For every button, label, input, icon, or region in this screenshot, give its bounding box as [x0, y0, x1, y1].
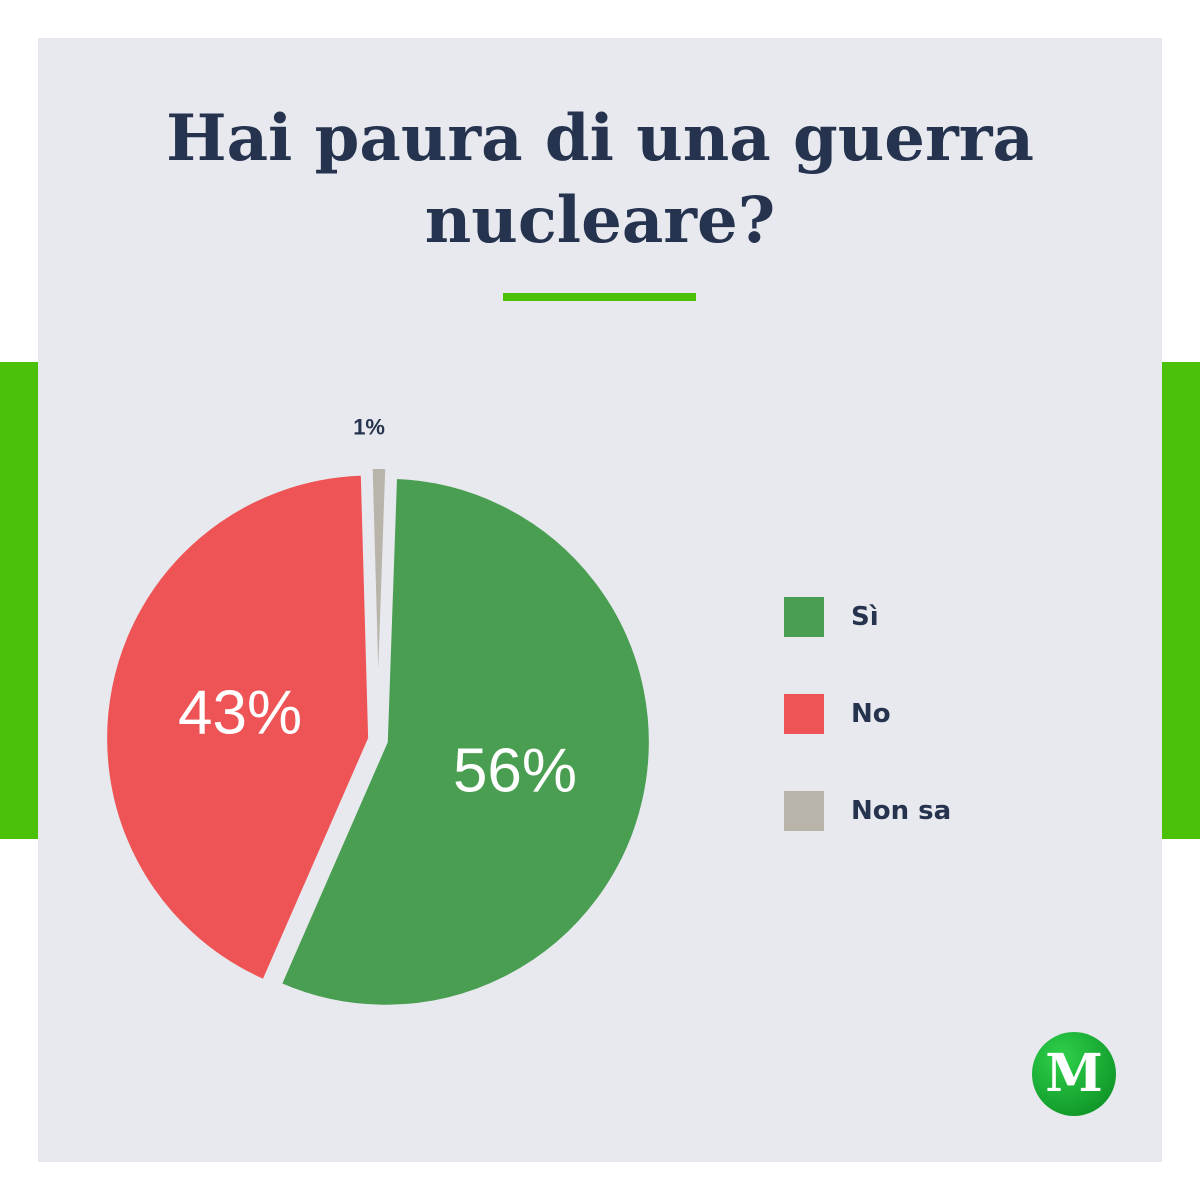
pie-slice-non-sa	[368, 465, 390, 733]
pie-slice-si	[277, 474, 653, 1009]
legend-swatch-non-sa	[784, 791, 824, 831]
legend-label-si: Sì	[851, 602, 879, 632]
legend-label-no: No	[851, 699, 891, 729]
legend-item-si: Sì	[784, 597, 951, 637]
pie-label-si: 56%	[453, 737, 577, 806]
legend-swatch-si	[784, 597, 824, 637]
right-accent-bar	[1160, 362, 1200, 839]
pie-slice-no	[103, 471, 373, 984]
title-underline	[503, 293, 696, 301]
pie-label-no: 43%	[178, 679, 302, 748]
pie-label-non-sa: 1%	[353, 415, 385, 440]
chart-card: Hai paura di una guerra nucleare? 56% 43%…	[38, 38, 1162, 1162]
legend-item-non-sa: Non sa	[784, 791, 951, 831]
pie-chart: 56% 43% 1%	[103, 415, 653, 1009]
legend-item-no: No	[784, 694, 951, 734]
chart-title: Hai paura di una guerra nucleare?	[166, 101, 1034, 258]
left-accent-bar	[0, 362, 40, 839]
legend: Sì No Non sa	[784, 597, 951, 888]
logo-badge: M	[1032, 1032, 1116, 1116]
logo-letter: M	[1045, 1043, 1103, 1104]
legend-swatch-no	[784, 694, 824, 734]
legend-label-non-sa: Non sa	[851, 796, 952, 826]
